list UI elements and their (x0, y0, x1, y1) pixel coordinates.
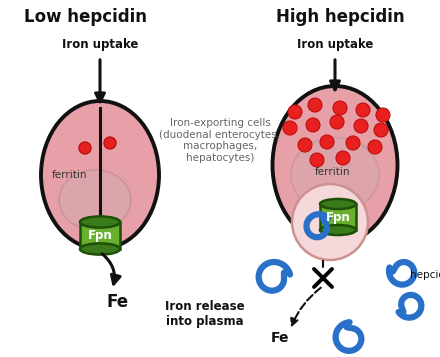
Text: Iron uptake: Iron uptake (297, 38, 373, 51)
Circle shape (356, 103, 370, 117)
Bar (320, 204, 356, 230)
Text: Iron release
into plasma: Iron release into plasma (165, 300, 245, 328)
Circle shape (310, 153, 324, 167)
Ellipse shape (59, 170, 131, 230)
Bar (80, 222, 120, 249)
Ellipse shape (320, 199, 356, 209)
Text: ferritin: ferritin (315, 167, 351, 177)
Circle shape (354, 119, 368, 133)
Ellipse shape (272, 86, 397, 244)
Ellipse shape (41, 101, 159, 249)
Ellipse shape (80, 243, 120, 255)
Text: Fpn: Fpn (88, 229, 112, 242)
Circle shape (298, 138, 312, 152)
Text: hepcidin: hepcidin (410, 270, 440, 280)
Circle shape (320, 135, 334, 149)
Ellipse shape (80, 216, 120, 228)
Circle shape (374, 123, 388, 137)
Circle shape (330, 115, 344, 129)
Circle shape (283, 121, 297, 135)
Circle shape (288, 105, 302, 119)
Text: Iron-exporting cells
(duodenal enterocytes,
macrophages,
hepatocytes): Iron-exporting cells (duodenal enterocyt… (159, 118, 281, 163)
Ellipse shape (291, 137, 379, 212)
Circle shape (292, 184, 368, 260)
Circle shape (306, 118, 320, 132)
Circle shape (333, 101, 347, 115)
Circle shape (79, 142, 91, 154)
Text: Fpn: Fpn (326, 211, 350, 223)
Text: Iron uptake: Iron uptake (62, 38, 138, 51)
Circle shape (308, 98, 322, 112)
Circle shape (376, 108, 390, 122)
Text: Fe: Fe (107, 293, 129, 311)
Text: Fe: Fe (271, 331, 289, 345)
Circle shape (368, 140, 382, 154)
Text: High hepcidin: High hepcidin (276, 8, 404, 26)
Circle shape (104, 137, 116, 149)
Text: ferritin: ferritin (52, 170, 88, 180)
Ellipse shape (320, 225, 356, 235)
Circle shape (336, 151, 350, 165)
Text: Low hepcidin: Low hepcidin (23, 8, 147, 26)
Circle shape (346, 136, 360, 150)
